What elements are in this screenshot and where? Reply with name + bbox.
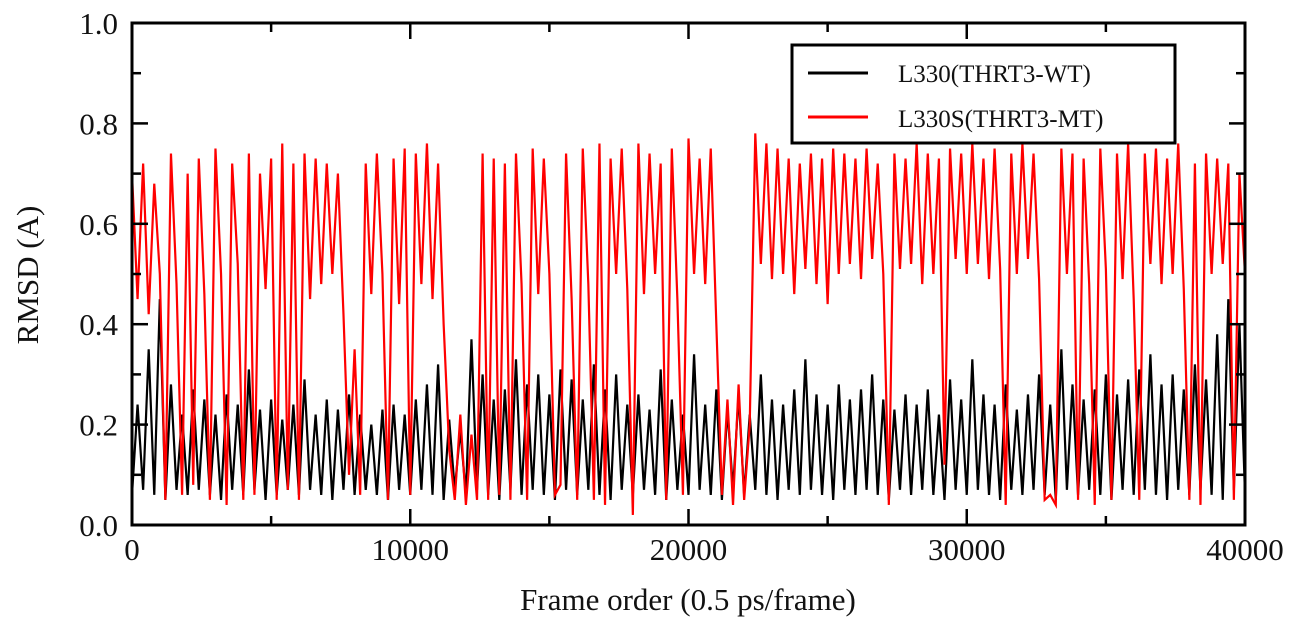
- y-tick-label: 1.0: [79, 6, 118, 41]
- y-tick-label: 0.4: [79, 307, 118, 342]
- legend: L330(THRT3-WT) L330S(THRT3-MT): [790, 43, 1177, 145]
- axes-layer: 0 10000 20000 30000 40000 0.0 0.2 0.4 0.6 0.8 1.0: [79, 6, 1284, 567]
- x-axis-title: Frame order (0.5 ps/frame): [520, 582, 856, 617]
- series-layer: [130, 133, 1247, 515]
- series-line-mt: [130, 133, 1247, 515]
- y-tick-label: 0.8: [79, 106, 118, 141]
- y-tick-label: 0.6: [79, 207, 118, 242]
- legend-box: [790, 43, 1177, 145]
- x-tick-label: 30000: [928, 532, 1006, 567]
- x-tick-label: 10000: [372, 532, 450, 567]
- x-tick-label: 20000: [650, 532, 728, 567]
- y-tick-label: 0.2: [79, 408, 118, 443]
- series-line-wt: [130, 299, 1247, 500]
- x-tick-label: 0: [124, 532, 140, 567]
- x-tick-label: 40000: [1206, 532, 1284, 567]
- y-axis-title: RMSD (A): [10, 206, 45, 345]
- y-tick-label: 0.0: [79, 508, 118, 543]
- legend-label-mt: L330S(THRT3-MT): [898, 106, 1103, 133]
- legend-label-wt: L330(THRT3-WT): [898, 61, 1091, 88]
